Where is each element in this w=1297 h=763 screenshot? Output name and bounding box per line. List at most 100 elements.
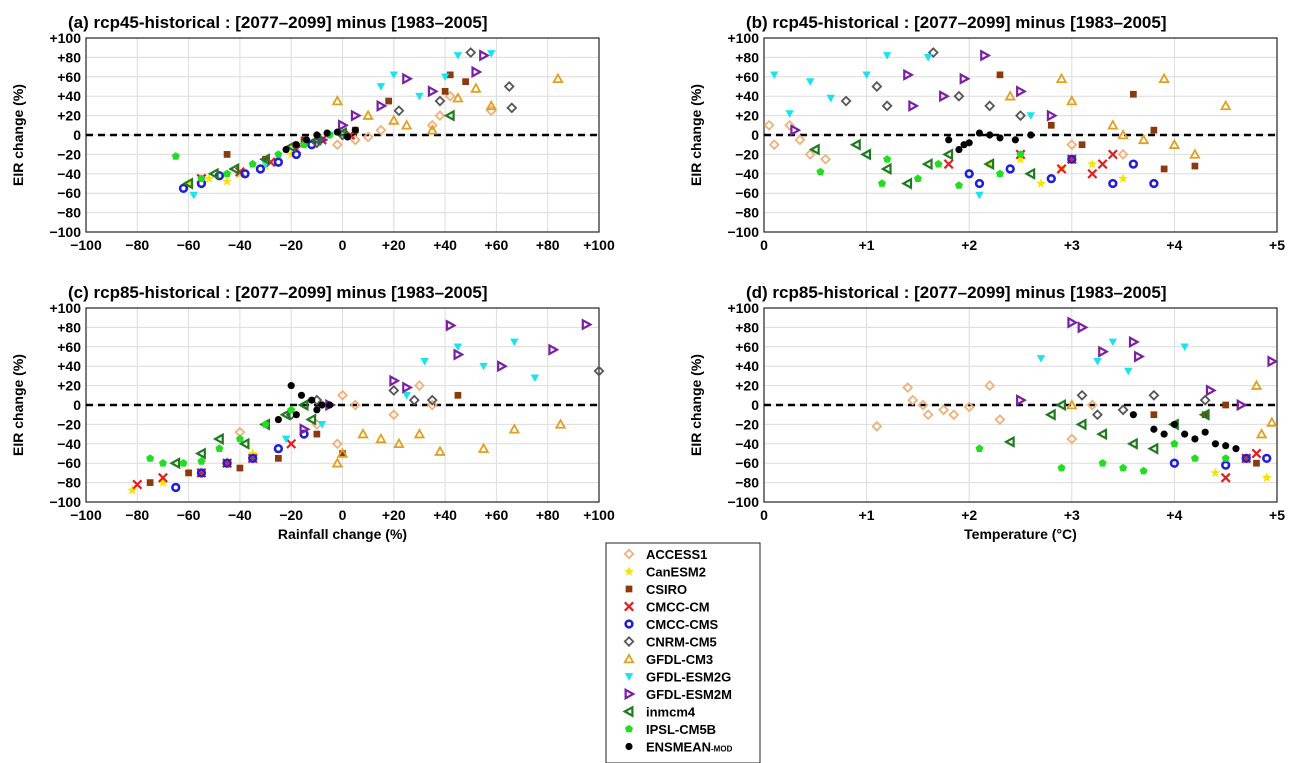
data-point [1139, 466, 1148, 475]
data-points [763, 47, 1232, 200]
data-point [400, 119, 413, 130]
series-ACCESS1 [763, 119, 1129, 165]
data-point [1251, 448, 1262, 459]
data-point [299, 423, 311, 436]
data-point [487, 50, 496, 58]
legend-label: ACCESS1 [646, 547, 707, 562]
data-point [273, 157, 284, 167]
data-point [1128, 159, 1139, 169]
data-point [1066, 433, 1078, 445]
data-point [420, 357, 429, 366]
data-point [214, 171, 225, 181]
data-point [336, 126, 347, 140]
data-point [197, 457, 206, 465]
data-point [1026, 112, 1035, 120]
y-tick-label: +60 [57, 339, 81, 355]
data-point [228, 162, 240, 176]
data-point [426, 394, 438, 406]
x-tick-label: −100 [70, 507, 102, 523]
data-point [1222, 442, 1230, 450]
data-point [1150, 126, 1158, 134]
data-point [287, 405, 296, 414]
series-GFDL-CM3 [331, 72, 564, 135]
data-point [413, 428, 426, 439]
data-point [452, 92, 464, 103]
data-point [281, 435, 291, 444]
data-point [196, 468, 207, 478]
data-point [1191, 162, 1199, 170]
x-tick-label: −80 [125, 507, 149, 523]
data-point [169, 457, 181, 470]
data-point [1180, 343, 1189, 351]
data-point [204, 173, 215, 183]
data-point [1117, 128, 1129, 140]
series-ACCESS1 [871, 380, 1098, 445]
x-tick-label: +20 [382, 507, 406, 523]
y-tick-label: +20 [57, 378, 81, 394]
data-point [1232, 445, 1240, 453]
data-point [146, 454, 155, 462]
x-tick-label: +4 [1166, 507, 1182, 523]
data-point [1107, 149, 1118, 160]
data-point [434, 110, 446, 122]
y-tick-label: +20 [735, 108, 759, 124]
y-tick-label: +80 [735, 49, 759, 65]
data-point [554, 418, 567, 429]
y-tick-label: 0 [751, 127, 759, 143]
data-point [336, 447, 349, 458]
data-point [393, 105, 405, 117]
data-point [1170, 420, 1178, 428]
x-tick-label: 0 [760, 237, 768, 253]
x-tick-label: −40 [228, 237, 252, 253]
panels-layer: (a) rcp45-historical : [2077–2099] minus… [10, 13, 1285, 542]
legend-label-main: GFDL-CM3 [646, 652, 713, 667]
series-IPSL-CM5B [171, 130, 334, 182]
data-point [351, 126, 359, 134]
data-point [794, 134, 806, 146]
data-point [1086, 399, 1098, 411]
x-tick-label: 0 [339, 507, 347, 523]
data-point [1066, 398, 1078, 410]
data-point [1261, 472, 1272, 482]
data-point [593, 365, 605, 377]
legend-label: GFDL-ESM2G [646, 670, 731, 685]
data-point [1250, 379, 1263, 390]
series-IPSL-CM5B [146, 405, 296, 467]
data-point [964, 169, 974, 179]
y-tick-label: +40 [57, 358, 81, 374]
x-tick-label: −80 [125, 237, 149, 253]
legend-frame [605, 542, 761, 763]
triangle-left-icon [622, 705, 634, 718]
y-tick-label: −60 [57, 455, 81, 471]
data-point [1160, 430, 1168, 438]
y-tick-label: −80 [735, 205, 759, 221]
legend-entry: CSIRO [625, 582, 687, 597]
legend-label: CMCC-CMS [646, 617, 719, 632]
data-point [1096, 428, 1108, 441]
data-point [318, 401, 326, 409]
data-point [1076, 389, 1088, 401]
data-point [1098, 345, 1110, 358]
series-GFDL-ESM2G [1036, 338, 1189, 376]
data-point [954, 181, 963, 189]
data-point [960, 141, 968, 149]
data-point [362, 109, 374, 120]
data-point [426, 119, 438, 131]
data-point [907, 394, 919, 406]
y-tick-label: −20 [57, 146, 81, 162]
data-point [1253, 459, 1260, 467]
legend-entry: ACCESS1 [623, 547, 707, 562]
open-diamond-icon [623, 548, 635, 560]
y-tick-label: +40 [735, 88, 759, 104]
x-tick-label: −20 [279, 507, 303, 523]
series-CSIRO [1150, 401, 1260, 467]
data-point [297, 391, 306, 399]
data-point [804, 148, 816, 160]
x-tick-label: −40 [228, 507, 252, 523]
y-tick-label: −40 [57, 436, 81, 452]
legend-label: GFDL-ESM2M [646, 687, 732, 702]
data-point [1108, 178, 1118, 189]
series-inmcm4 [808, 138, 1036, 190]
data-point [1056, 163, 1067, 174]
data-point [1221, 454, 1230, 462]
